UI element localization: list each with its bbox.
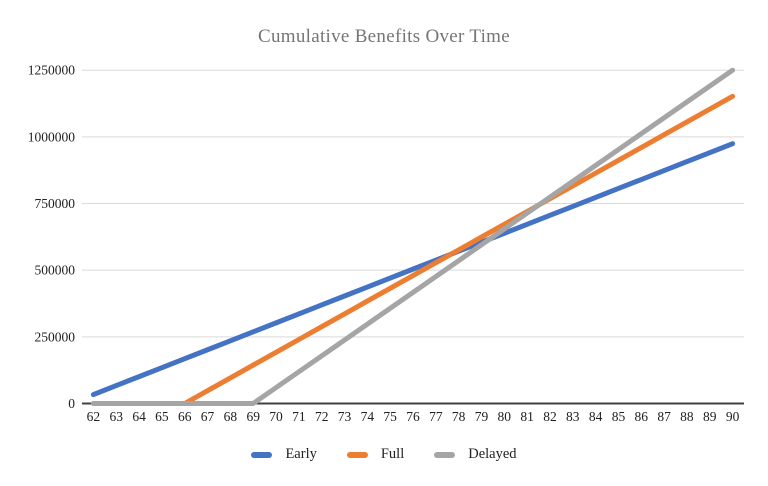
x-tick-label: 71 <box>292 409 306 424</box>
x-tick-label: 66 <box>178 409 192 424</box>
series-line-delayed <box>90 67 736 406</box>
legend-label-full: Full <box>380 446 405 462</box>
y-tick-label: 1250000 <box>28 63 76 78</box>
x-tick-label: 82 <box>543 409 557 424</box>
y-tick-label: 1000000 <box>28 129 76 144</box>
y-tick-label: 750000 <box>35 196 76 211</box>
series-line-early <box>90 141 736 398</box>
x-tick-label: 87 <box>657 409 671 424</box>
x-tick-label: 81 <box>520 409 534 424</box>
x-tick-label: 88 <box>680 409 694 424</box>
y-tick-label: 250000 <box>35 329 76 344</box>
series-line-full <box>90 93 736 406</box>
legend-swatch-early <box>251 451 273 458</box>
legend: Early Full Delayed <box>0 446 768 463</box>
x-tick-label: 80 <box>498 409 512 424</box>
legend-item-early: Early <box>251 446 317 463</box>
x-tick-label: 70 <box>269 409 283 424</box>
x-tick-label: 83 <box>566 409 580 424</box>
legend-swatch-full <box>346 451 368 458</box>
x-tick-label: 67 <box>201 409 215 424</box>
x-tick-label: 77 <box>429 409 443 424</box>
legend-item-full: Full <box>346 446 405 463</box>
x-tick-label: 75 <box>383 409 397 424</box>
x-tick-label: 79 <box>475 409 489 424</box>
legend-swatch-delayed <box>434 451 456 458</box>
legend-label-delayed: Delayed <box>468 446 517 462</box>
x-tick-label: 90 <box>726 409 740 424</box>
x-tick-label: 72 <box>315 409 329 424</box>
legend-label-early: Early <box>285 446 317 462</box>
x-tick-label: 85 <box>612 409 626 424</box>
x-tick-label: 76 <box>406 409 420 424</box>
x-tick-label: 73 <box>338 409 352 424</box>
legend-item-delayed: Delayed <box>434 446 517 463</box>
y-tick-label: 500000 <box>35 263 76 278</box>
x-tick-label: 65 <box>155 409 169 424</box>
x-tick-label: 78 <box>452 409 466 424</box>
x-tick-label: 74 <box>361 409 375 424</box>
x-tick-label: 62 <box>87 409 101 424</box>
x-tick-label: 89 <box>703 409 717 424</box>
x-tick-label: 63 <box>109 409 123 424</box>
y-tick-label: 0 <box>68 396 75 411</box>
x-tick-label: 68 <box>224 409 238 424</box>
chart-title: Cumulative Benefits Over Time <box>258 26 510 47</box>
x-tick-label: 64 <box>132 409 146 424</box>
x-tick-label: 69 <box>246 409 260 424</box>
x-tick-label: 86 <box>635 409 649 424</box>
x-tick-label: 84 <box>589 409 603 424</box>
